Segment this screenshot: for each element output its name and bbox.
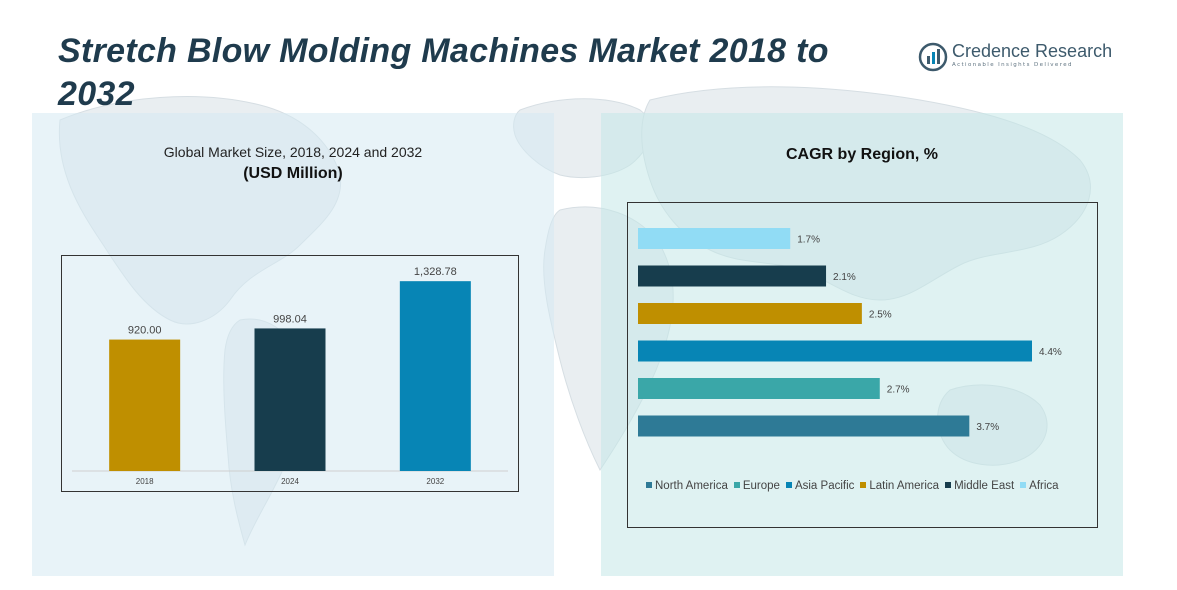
legend-swatch (860, 482, 867, 488)
bar-2024 (254, 328, 326, 471)
x-tick-label: 2024 (281, 477, 299, 486)
bar-value-label: 2.5% (869, 310, 892, 321)
bar-value-label: 1.7% (797, 235, 820, 246)
cagr-legend: North America Europe Asia Pacific Latin Ame… (646, 480, 1065, 492)
legend-item: Latin America (860, 480, 939, 492)
bar-2018 (109, 339, 181, 471)
bar-asia-pacific (638, 340, 1032, 362)
legend-item: Middle East (945, 480, 1014, 492)
cagr-bar-chart: 1.7% 2.1% 2.5% 4.4% 2.7% 3.7% (638, 228, 1062, 437)
x-tick-label: 2032 (426, 477, 444, 486)
legend-swatch (1020, 482, 1027, 488)
brand-tagline: Actionable Insights Delivered (952, 62, 1073, 68)
brand-logo: Credence Research Actionable Insights De… (918, 40, 1118, 74)
market-size-chart: 920.00 2018 998.04 2024 1,328.78 2032 (61, 255, 519, 492)
legend-label: Asia Pacific (794, 480, 855, 492)
market-size-title: Global Market Size, 2018, 2024 and 2032 (163, 144, 423, 160)
bar-africa (638, 228, 791, 249)
brand-icon (918, 42, 948, 72)
bar-middle-east (638, 265, 827, 287)
bar-value-label: 998.04 (273, 313, 307, 325)
bar-value-label: 920.00 (128, 325, 162, 337)
legend-item: Africa (1020, 480, 1059, 492)
bar-value-label: 2.7% (887, 385, 910, 396)
legend-swatch (646, 482, 652, 488)
bar-2032 (399, 281, 471, 471)
bar-value-label: 3.7% (976, 422, 999, 433)
market-size-bar-chart: 920.00 2018 998.04 2024 1,328.78 2032 (72, 266, 508, 486)
legend-swatch (733, 482, 740, 488)
market-size-subtitle: (USD Million) (243, 165, 343, 182)
legend-item: Asia Pacific (785, 480, 855, 492)
legend-swatch (945, 482, 952, 488)
legend-label: Latin America (869, 480, 940, 492)
cagr-title: CAGR by Region, % (785, 146, 938, 163)
legend-item: North America (646, 480, 728, 492)
bar-latin-america (638, 303, 862, 324)
bar-value-label: 4.4% (1039, 347, 1062, 358)
legend-item: Europe (733, 480, 780, 492)
page-title: Stretch Blow Molding Machines Market 201… (58, 32, 829, 113)
x-tick-label: 2018 (136, 477, 154, 486)
legend-label: Africa (1029, 480, 1059, 492)
bar-value-label: 1,328.78 (414, 266, 457, 278)
bar-value-label: 2.1% (833, 272, 856, 283)
legend-label: Middle East (954, 480, 1015, 492)
legend-label: Europe (742, 480, 780, 492)
bar-north-america (638, 415, 970, 437)
brand-name: Credence Research (952, 41, 1113, 61)
bar-europe (638, 378, 880, 399)
legend-label: North America (655, 480, 728, 492)
cagr-chart: 1.7% 2.1% 2.5% 4.4% 2.7% 3.7% North America Eu… (627, 202, 1098, 528)
legend-swatch (785, 482, 792, 488)
